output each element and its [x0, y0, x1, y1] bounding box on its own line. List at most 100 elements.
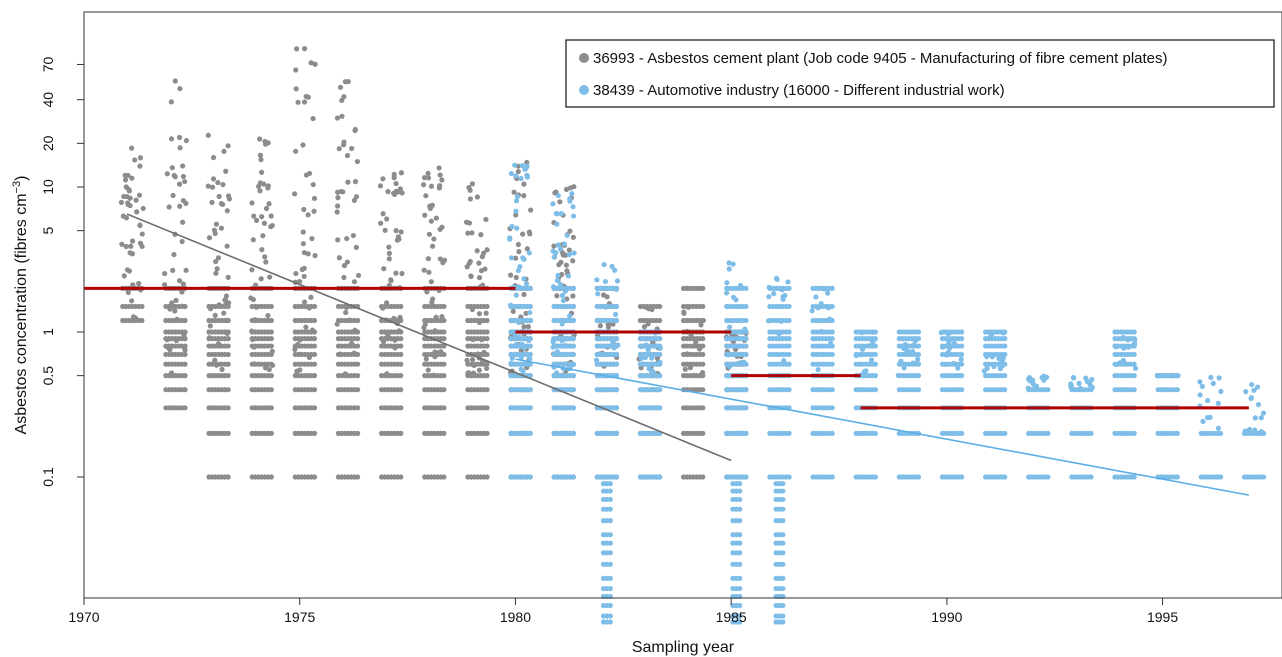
cement-point	[336, 146, 342, 152]
automotive-point	[959, 351, 965, 358]
cement-point	[527, 231, 533, 237]
automotive-point	[815, 367, 821, 373]
automotive-point	[1113, 361, 1119, 367]
automotive-point	[1217, 474, 1224, 480]
cement-point	[173, 297, 179, 304]
cement-point	[385, 331, 391, 337]
cement-point	[292, 346, 298, 353]
cement-point	[216, 302, 222, 308]
automotive-point	[1252, 415, 1258, 421]
automotive-point	[737, 540, 743, 546]
cement-point	[311, 373, 318, 379]
automotive-point	[958, 356, 964, 363]
cement-point	[221, 148, 227, 154]
cement-point	[381, 266, 387, 272]
cement-point	[171, 172, 177, 179]
y-axis-title: Asbestos concentration (fibres cm−3)	[11, 176, 30, 435]
cement-point	[207, 323, 213, 329]
cement-point	[223, 293, 230, 299]
cement-point	[177, 145, 183, 151]
automotive-point	[743, 351, 749, 358]
cement-point	[399, 270, 405, 277]
cement-point	[463, 219, 470, 225]
automotive-point	[612, 267, 618, 273]
cement-point	[441, 343, 447, 349]
cement-point	[269, 348, 275, 354]
automotive-point	[765, 318, 772, 324]
automotive-point	[1131, 329, 1137, 335]
automotive-point	[827, 316, 833, 322]
cement-point	[484, 474, 490, 480]
automotive-point	[594, 277, 600, 283]
automotive-point	[570, 474, 576, 480]
automotive-point	[1084, 378, 1090, 385]
automotive-point	[780, 481, 786, 487]
automotive-point	[780, 575, 786, 581]
automotive-point	[1199, 383, 1205, 389]
trend-lines	[126, 213, 1250, 496]
automotive-point	[1251, 387, 1257, 393]
automotive-point	[1217, 430, 1224, 436]
automotive-point	[780, 506, 786, 512]
automotive-point	[1258, 429, 1264, 435]
cement-point	[215, 255, 222, 261]
cement-point	[265, 185, 271, 191]
cement-point	[441, 387, 447, 393]
automotive-point	[737, 518, 743, 524]
automotive-point	[959, 387, 965, 393]
cement-point	[121, 273, 127, 279]
cement-point	[216, 193, 222, 200]
cement-point	[381, 338, 387, 345]
cement-point	[393, 188, 399, 194]
y-tick-label: 5	[40, 227, 56, 235]
cement-point	[162, 270, 168, 277]
cement-point	[182, 387, 188, 393]
automotive-point	[959, 343, 965, 349]
cement-point	[508, 272, 514, 278]
cement-point	[258, 157, 264, 163]
automotive-point	[786, 430, 792, 436]
automotive-point	[1258, 415, 1264, 421]
automotive-point	[1252, 427, 1258, 433]
automotive-point	[570, 213, 577, 219]
cement-point	[225, 343, 231, 349]
cement-point	[205, 132, 211, 138]
automotive-point	[743, 387, 749, 393]
cement-point	[551, 243, 557, 249]
automotive-point	[1132, 365, 1139, 371]
cement-point	[169, 300, 175, 306]
cement-point	[380, 176, 386, 182]
cement-point	[259, 247, 265, 253]
automotive-point	[724, 280, 730, 286]
automotive-point	[737, 506, 743, 512]
automotive-point	[508, 255, 515, 261]
cement-point	[474, 248, 480, 254]
cement-point	[311, 361, 318, 367]
automotive-point	[562, 288, 568, 294]
automotive-point	[550, 344, 556, 350]
cement-point	[476, 319, 483, 326]
automotive-point	[657, 345, 663, 351]
cement-point	[132, 157, 138, 163]
cement-point	[441, 405, 447, 411]
automotive-point	[643, 342, 649, 349]
automotive-point	[1089, 376, 1095, 383]
cement-point	[563, 186, 570, 192]
cement-point	[513, 255, 519, 261]
cement-point	[398, 405, 404, 411]
y-tick-label: 0.1	[40, 467, 56, 487]
cement-point	[354, 158, 361, 165]
automotive-point	[786, 343, 792, 349]
automotive-point	[516, 334, 522, 340]
cement-point	[293, 148, 299, 154]
cement-point	[212, 357, 218, 363]
automotive-point	[657, 359, 663, 365]
automotive-point	[645, 347, 651, 353]
automotive-point	[1131, 373, 1137, 379]
automotive-point	[527, 285, 533, 291]
cement-point	[386, 256, 392, 262]
cement-point	[425, 170, 431, 177]
automotive-point	[515, 267, 521, 274]
automotive-point	[1248, 395, 1254, 401]
cement-point	[688, 332, 694, 338]
